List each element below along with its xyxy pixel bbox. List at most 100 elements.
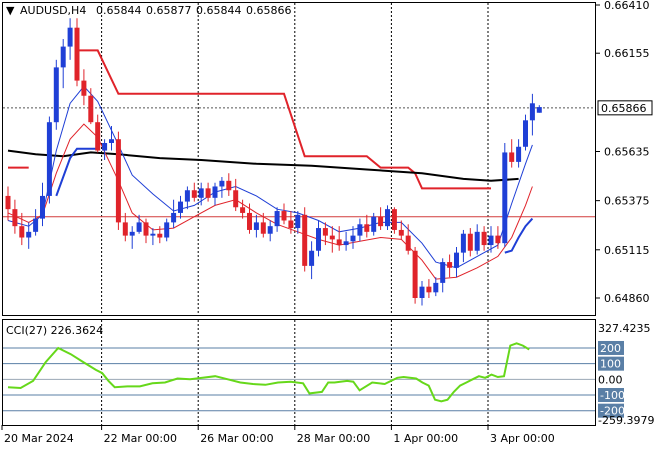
lower-band-line [55, 147, 98, 197]
time-tick-label: 26 Mar 00:00 [200, 432, 273, 445]
vertical-grid [3, 3, 595, 425]
candle-bear [115, 139, 121, 223]
time-tick-label: 1 Apr 00:00 [393, 432, 458, 445]
candle-bull [536, 107, 542, 113]
cci-level-box [598, 356, 624, 371]
cci-level-box [598, 340, 624, 355]
candle-bear [398, 229, 404, 236]
candle-bull [184, 190, 190, 202]
cci-level-box [598, 388, 624, 403]
cci-level-label: -200 [600, 405, 625, 418]
cci-level-label: -100 [600, 389, 625, 402]
candle-bull [385, 209, 390, 227]
candle-bear [5, 195, 11, 210]
candle-bear [302, 214, 308, 266]
price-tick-label: 0.65635 [604, 146, 650, 159]
triangle-down-icon[interactable]: ▼ [6, 4, 15, 17]
candle-bear [19, 226, 25, 238]
time-tick-label: 22 Mar 00:00 [104, 432, 177, 445]
candle-bear [495, 235, 501, 244]
candle-bear [240, 207, 246, 213]
candle-bull [371, 216, 377, 232]
candle-bull [212, 186, 218, 198]
candle-bull [316, 228, 321, 251]
current-price-label: 0.65866 [601, 102, 647, 115]
ohlc-high: 0.65877 [146, 4, 192, 17]
candle-bear [143, 222, 149, 236]
candle-bull [350, 235, 356, 242]
candle-bull [67, 27, 73, 47]
candle-bull [198, 188, 204, 198]
candle-bull [26, 231, 32, 238]
candle-bear [12, 209, 18, 227]
candle-bear [247, 212, 252, 230]
symbol-label: AUDUSD,H4 [20, 4, 86, 17]
candle-bear [226, 180, 232, 191]
candle-bull [295, 214, 301, 229]
candle-bear [481, 231, 487, 246]
candle-bear [260, 222, 266, 234]
candle-bull [274, 211, 280, 227]
candle-bull [53, 67, 59, 123]
price-tick-label: 0.65115 [604, 244, 650, 257]
candle-bear [122, 222, 128, 236]
ohlc-open: 0.65844 [96, 4, 142, 17]
price-marks [3, 18, 595, 306]
candle-bear [205, 188, 211, 198]
candle-bull [309, 250, 315, 266]
time-tick-label: 20 Mar 2024 [4, 432, 74, 445]
candle-bull [60, 46, 66, 68]
time-tick-label: 3 Apr 00:00 [490, 432, 555, 445]
candle-bear [95, 122, 101, 151]
candle-bear [74, 27, 80, 81]
candle-bear [391, 209, 397, 230]
candle-bull [150, 233, 156, 236]
cci-scale-label: -259.3979 [598, 414, 654, 427]
current-price-box [597, 100, 653, 116]
cci-panel: 327.4235 200 100 0.00 -100 -200-259.3979 [3, 322, 654, 427]
candle-bull [433, 282, 439, 293]
candle-bull [460, 233, 466, 253]
stop-line [77, 49, 491, 190]
candle-bull [502, 152, 508, 244]
price-axis[interactable]: 0.66410 0.66155 0.65635 0.65375 0.65115 0.648… [595, 0, 653, 305]
candle-bull [267, 226, 273, 234]
candle-bear [509, 152, 515, 162]
ohlc-low: 0.65844 [196, 4, 242, 17]
candle-bull [474, 231, 480, 251]
candle-bear [447, 262, 453, 268]
cci-level-box [598, 403, 624, 418]
candle-bull [516, 146, 522, 162]
main-plot-frame [2, 2, 596, 316]
candle-bull [357, 224, 363, 236]
candle-bear [88, 95, 94, 123]
candle-bull [440, 262, 446, 283]
candle-bear [412, 250, 418, 298]
candle-bear [405, 235, 411, 251]
candle-bull [129, 231, 135, 236]
candle-bull [219, 180, 225, 187]
cci-level-label: 200 [600, 342, 621, 355]
candle-bear [378, 216, 384, 227]
ohlc-close: 0.65866 [246, 4, 292, 17]
time-axis[interactable]: 20 Mar 2024 22 Mar 00:00 26 Mar 00:00 28 Ma… [1, 425, 555, 445]
cci-line [7, 342, 530, 403]
candle-bull [529, 103, 535, 121]
candle-bull [136, 222, 142, 232]
candle-bull [454, 252, 459, 268]
price-tick-label: 0.66410 [604, 0, 650, 12]
candle-bear [467, 233, 473, 251]
candle-bull [253, 222, 259, 230]
chart-header: ▼ AUDUSD,H4 0.65844 0.65877 0.65844 0.65… [6, 4, 292, 17]
candle-bull [178, 201, 183, 213]
candle-bear [191, 190, 197, 198]
candle-bear [281, 211, 287, 221]
fast-ma-line [7, 123, 533, 280]
price-tick-label: 0.65375 [604, 195, 650, 208]
candle-bear [288, 220, 294, 229]
candle-bull [164, 222, 170, 238]
candle-bear [157, 233, 163, 238]
candle-bull [171, 212, 177, 223]
